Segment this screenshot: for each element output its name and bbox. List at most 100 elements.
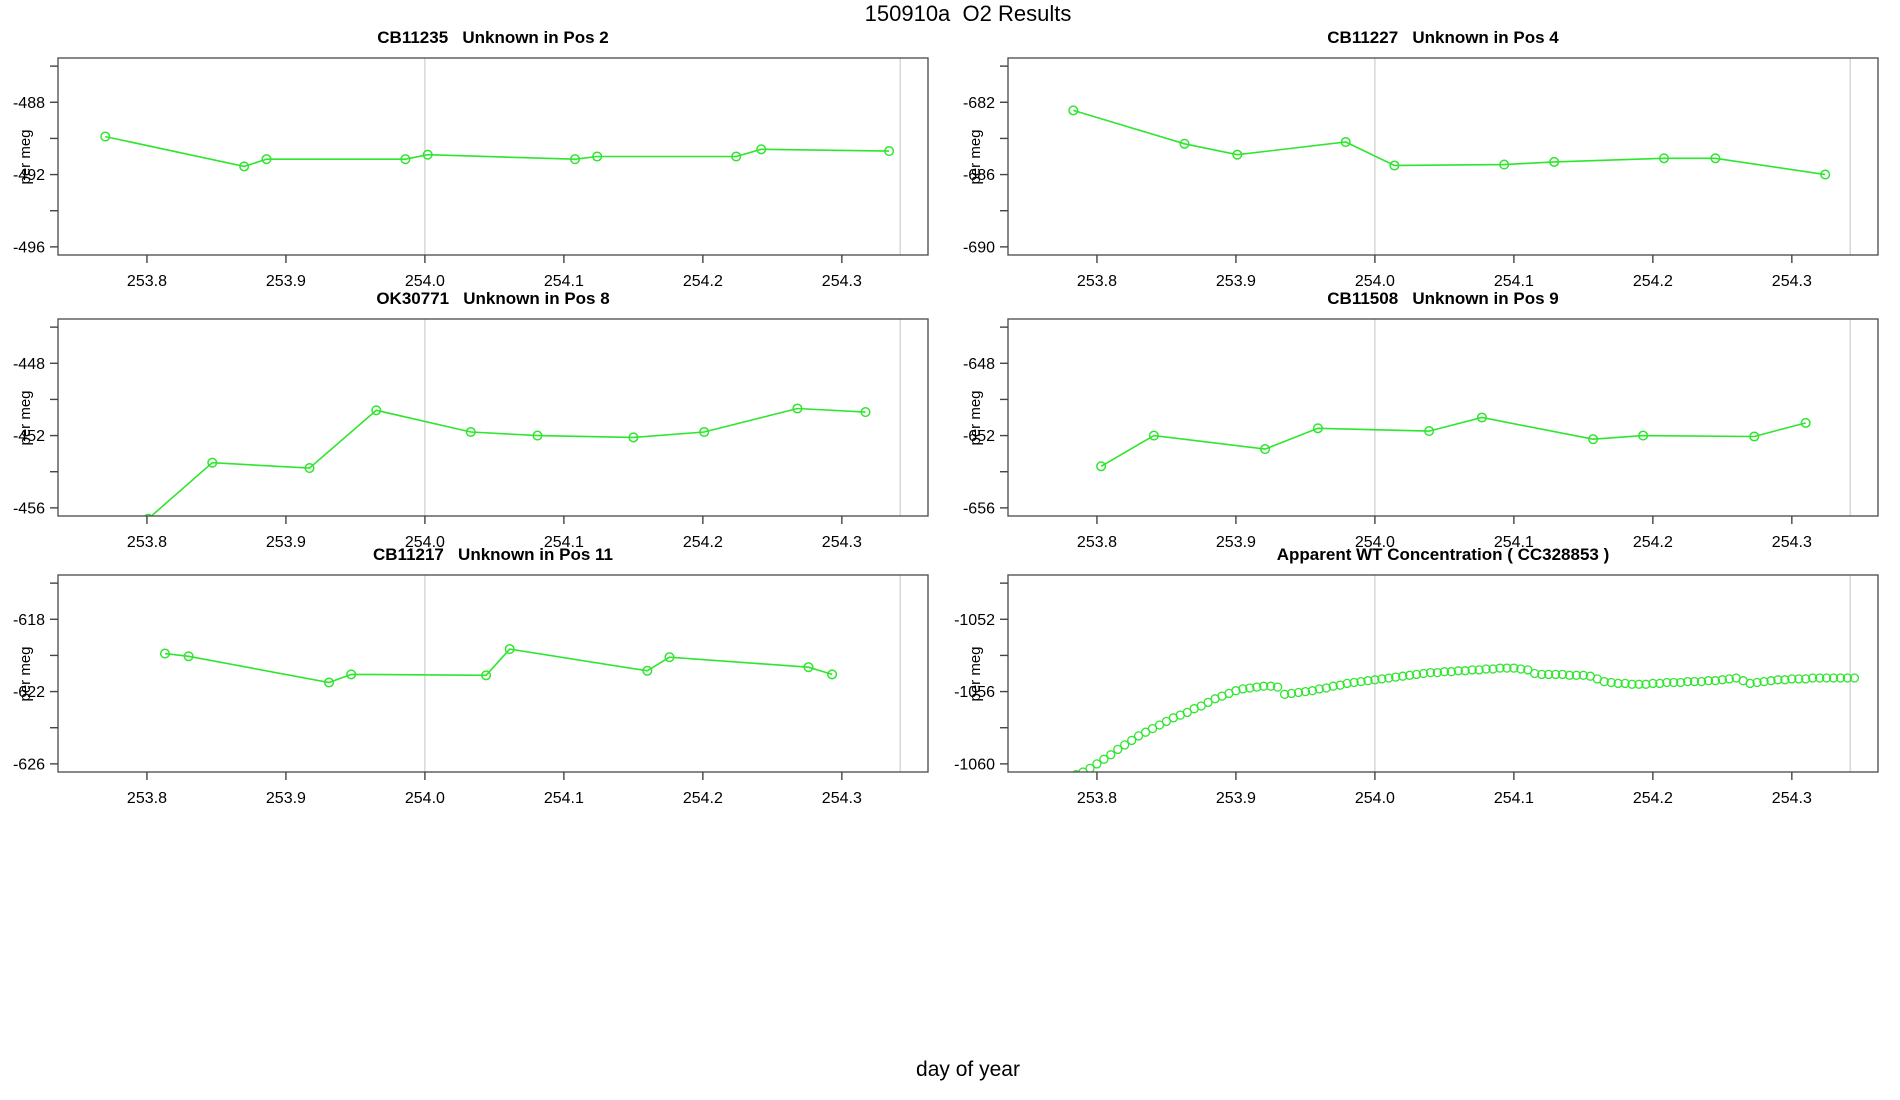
data-point <box>1613 678 1623 689</box>
y-axis-label-per-meg: per meg <box>967 128 984 185</box>
subplot-title-ok30771: OK30771 Unknown in Pos 8 <box>376 289 610 308</box>
x-tick-label: 253.9 <box>1216 273 1256 290</box>
data-point <box>481 670 492 681</box>
data-point <box>1801 674 1811 684</box>
data-point <box>1821 673 1832 683</box>
data-series <box>100 131 895 172</box>
y-axis-label-per-meg: per meg <box>967 645 984 702</box>
y-tick-label: -456 <box>13 500 45 517</box>
data-point <box>371 405 382 416</box>
data-point <box>159 648 171 659</box>
data-point <box>792 403 803 414</box>
x-tick-label: 254.2 <box>1633 534 1673 551</box>
data-point <box>1814 673 1825 683</box>
data-point <box>144 513 153 516</box>
data-point <box>1300 686 1311 697</box>
data-point <box>1312 423 1323 434</box>
data-point <box>1549 156 1560 167</box>
data-point <box>304 463 315 474</box>
data-point <box>532 430 543 441</box>
data-series <box>1068 105 1831 180</box>
data-point <box>1849 673 1860 683</box>
x-tick-label: 253.8 <box>1077 273 1117 290</box>
data-point <box>664 652 675 663</box>
data-point <box>1717 675 1727 685</box>
data-point <box>1550 669 1561 680</box>
data-point <box>1537 669 1547 680</box>
y-tick-label: -682 <box>963 95 995 112</box>
data-point <box>207 457 218 468</box>
data-point <box>1370 675 1380 685</box>
data-point <box>1078 767 1088 772</box>
data-point <box>1411 669 1422 680</box>
data-point <box>1384 673 1394 683</box>
data-point <box>699 426 710 438</box>
data-point <box>1669 677 1679 688</box>
data-point <box>1113 744 1123 755</box>
data-point <box>1232 149 1243 160</box>
data-point <box>1340 136 1351 148</box>
data-point <box>1314 684 1324 694</box>
x-tick-label: 254.0 <box>1355 273 1395 290</box>
plot-box <box>57 574 929 773</box>
y-tick-label: -690 <box>963 239 995 256</box>
data-point <box>1266 681 1276 691</box>
x-tick-label: 253.8 <box>1077 790 1117 807</box>
data-point <box>1260 444 1271 455</box>
data-point <box>1342 678 1352 689</box>
x-tick-label: 254.0 <box>405 790 445 807</box>
data-point <box>1467 665 1477 675</box>
data-point <box>1655 678 1665 689</box>
x-tick-label: 254.2 <box>1633 790 1673 807</box>
data-point <box>422 149 433 160</box>
data-point <box>1620 678 1630 689</box>
data-point <box>1634 679 1644 689</box>
data-point <box>1252 682 1262 692</box>
x-tick-label: 254.2 <box>683 790 723 807</box>
data-point <box>1703 676 1714 686</box>
subplot-4: 253.8 253.9 254.0 254.1 254.2 254.3 -618 -622 -6… <box>13 574 929 807</box>
data-point <box>1828 673 1839 683</box>
data-point <box>1349 677 1359 688</box>
data-point <box>1328 681 1338 691</box>
data-point <box>1286 688 1297 699</box>
x-tick-label: 253.9 <box>266 273 306 290</box>
data-point <box>1245 683 1255 693</box>
subplot-5: 253.8 253.9 254.0 254.1 254.2 254.3 -1052 -1056… <box>954 574 1879 807</box>
x-tick-label: 254.0 <box>1355 534 1395 551</box>
data-point <box>1676 677 1686 688</box>
y-tick-label: -648 <box>963 356 995 373</box>
page-title: 150910a O2 Results <box>864 1 1072 26</box>
data-point <box>1820 169 1831 180</box>
y-axis-label-per-meg: per meg <box>17 128 34 185</box>
data-point <box>628 432 639 443</box>
data-point <box>1543 669 1554 680</box>
data-series <box>144 403 871 516</box>
plot-box <box>1007 318 1879 517</box>
data-point <box>1689 676 1700 687</box>
subplot-0: 253.8 253.9 254.0 254.1 254.2 254.3 -488 -492 -4… <box>13 57 929 290</box>
x-axis-label: day of year <box>916 1058 1020 1081</box>
y-tick-label: -452 <box>13 428 45 445</box>
data-point <box>1099 754 1109 764</box>
data-point <box>803 662 814 673</box>
data-point <box>569 154 581 165</box>
data-point <box>1072 770 1080 772</box>
data-series <box>159 644 838 688</box>
data-point <box>1085 763 1095 772</box>
subplot-3: 253.8 253.9 254.0 254.1 254.2 254.3 -648 -652 -6… <box>963 318 1879 551</box>
data-line <box>105 135 890 168</box>
data-point <box>1842 673 1853 683</box>
data-point <box>1752 677 1762 688</box>
data-point <box>323 677 335 688</box>
data-series <box>1072 663 1860 772</box>
x-tick-label: 254.2 <box>1633 273 1673 290</box>
data-point <box>1238 684 1248 694</box>
data-point <box>1662 677 1672 688</box>
data-point <box>1398 671 1408 681</box>
subplot-title-cb11508: CB11508 Unknown in Pos 9 <box>1327 289 1559 308</box>
data-point <box>1588 434 1599 445</box>
data-point <box>1147 723 1158 734</box>
x-tick-label: 254.3 <box>822 790 862 807</box>
